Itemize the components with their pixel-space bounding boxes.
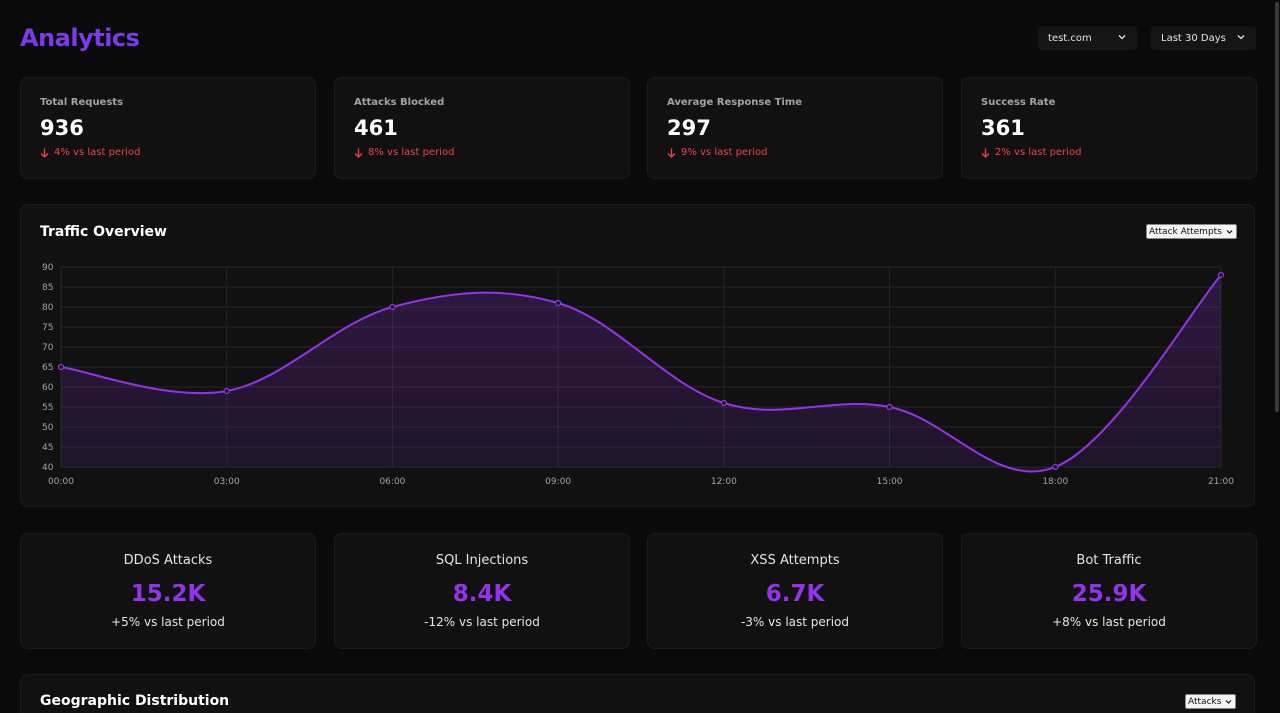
geo-metric-select[interactable]: Attacks	[1185, 694, 1237, 709]
attack-card-xss-attempts: XSS Attempts 6.7K -3% vs last period	[647, 533, 943, 649]
attack-card-sql-injections: SQL Injections 8.4K -12% vs last period	[334, 533, 630, 649]
stat-value: 297	[667, 116, 711, 140]
stat-value: 361	[981, 116, 1025, 140]
data-point[interactable]	[555, 299, 562, 307]
data-point[interactable]	[720, 399, 727, 407]
stat-change: 4% vs last period	[40, 147, 140, 158]
stat-change-text: 8% vs last period	[368, 147, 455, 158]
x-tick-label: 12:00	[711, 477, 737, 487]
attack-type-name: Bot Traffic	[1076, 553, 1142, 568]
x-tick-label: 06:00	[379, 477, 405, 487]
stat-change-text: 2% vs last period	[995, 147, 1082, 158]
stat-change: 9% vs last period	[667, 147, 767, 158]
domain-select[interactable]: test.com	[1038, 26, 1137, 50]
series-area	[61, 275, 1221, 472]
stat-card-attacks-blocked: Attacks Blocked 461 8% vs last period	[334, 77, 630, 179]
page-title: Analytics	[20, 24, 140, 52]
geo-metric-select-value: Attacks	[1188, 696, 1222, 707]
x-tick-label: 03:00	[214, 477, 240, 487]
data-point[interactable]	[886, 403, 893, 411]
x-tick-label: 09:00	[545, 477, 571, 487]
x-tick-label: 15:00	[877, 477, 903, 487]
domain-select-value: test.com	[1048, 32, 1092, 44]
attack-type-amount: 15.2K	[130, 581, 206, 607]
attack-type-delta: -12% vs last period	[424, 615, 540, 629]
traffic-overview-card: Traffic Overview Attack Attempts 40 45 50 5…	[20, 204, 1255, 507]
data-point[interactable]	[57, 363, 65, 371]
traffic-overview-title: Traffic Overview	[40, 224, 167, 240]
page-scrollbar[interactable]	[1274, 0, 1280, 713]
data-point[interactable]	[389, 303, 396, 311]
attack-card-ddos: DDoS Attacks 15.2K +5% vs last period	[20, 533, 316, 649]
stat-value: 461	[354, 116, 398, 140]
x-tick-label: 21:00	[1208, 477, 1234, 487]
y-tick-label: 80	[42, 303, 54, 313]
data-point[interactable]	[1217, 271, 1225, 279]
stat-change-text: 4% vs last period	[54, 147, 141, 158]
attack-type-name: XSS Attempts	[750, 553, 840, 568]
stat-label: Average Response Time	[667, 97, 803, 108]
chevron-down-icon	[1237, 35, 1245, 40]
y-tick-label: 45	[42, 443, 53, 453]
attack-card-bot-traffic: Bot Traffic 25.9K +8% vs last period	[961, 533, 1257, 649]
attack-type-amount: 6.7K	[765, 581, 825, 607]
x-tick-label: 18:00	[1042, 477, 1068, 487]
attack-type-delta: +8% vs last period	[1052, 615, 1166, 629]
attack-type-delta: +5% vs last period	[111, 615, 225, 629]
arrow-down-icon	[40, 148, 49, 158]
arrow-down-icon	[667, 148, 676, 158]
stat-card-total-requests: Total Requests 936 4% vs last period	[20, 77, 316, 179]
stat-card-average-response-time: Average Response Time 297 9% vs last per…	[647, 77, 943, 179]
date-range-select[interactable]: Last 30 Days	[1151, 26, 1256, 50]
stat-change: 2% vs last period	[981, 147, 1081, 158]
attack-type-name: DDoS Attacks	[123, 553, 213, 568]
attack-type-amount: 25.9K	[1071, 581, 1147, 607]
attack-type-delta: -3% vs last period	[740, 615, 850, 629]
stat-change-text: 9% vs last period	[681, 147, 768, 158]
y-tick-label: 90	[42, 263, 54, 273]
arrow-down-icon	[981, 148, 990, 158]
stat-label: Attacks Blocked	[354, 97, 445, 108]
metric-select[interactable]: Attack Attempts	[1146, 224, 1237, 239]
x-tick-label: 00:00	[48, 477, 74, 487]
chevron-down-icon	[1226, 230, 1233, 234]
y-tick-label: 85	[42, 283, 53, 293]
stat-card-success-rate: Success Rate 361 2% vs last period	[961, 77, 1257, 179]
traffic-line-chart: 40 45 50 55 60 65 70 75 80 85 90 00:00 03:00 06:00 09:…	[42, 263, 1234, 487]
date-range-select-value: Last 30 Days	[1161, 32, 1226, 44]
stat-label: Total Requests	[40, 97, 124, 108]
y-tick-label: 40	[42, 463, 54, 473]
y-tick-label: 55	[42, 403, 53, 413]
geographic-distribution-title: Geographic Distribution	[40, 693, 230, 709]
scrollbar-thumb[interactable]	[1275, 2, 1279, 412]
y-tick-label: 70	[42, 343, 54, 353]
attack-type-name: SQL Injections	[435, 553, 529, 568]
data-point[interactable]	[1052, 463, 1059, 471]
y-tick-label: 60	[42, 383, 54, 393]
y-tick-label: 75	[42, 323, 53, 333]
chevron-down-icon	[1225, 700, 1232, 704]
arrow-down-icon	[354, 148, 363, 158]
y-tick-label: 50	[42, 423, 54, 433]
stat-change: 8% vs last period	[354, 147, 454, 158]
chevron-down-icon	[1118, 35, 1126, 40]
geographic-distribution-card: Geographic Distribution Attacks	[20, 674, 1255, 713]
metric-select-value: Attack Attempts	[1149, 226, 1222, 237]
data-point[interactable]	[223, 387, 230, 395]
stat-value: 936	[40, 116, 84, 140]
y-tick-label: 65	[42, 363, 53, 373]
attack-type-amount: 8.4K	[452, 581, 512, 607]
stat-label: Success Rate	[981, 97, 1056, 108]
